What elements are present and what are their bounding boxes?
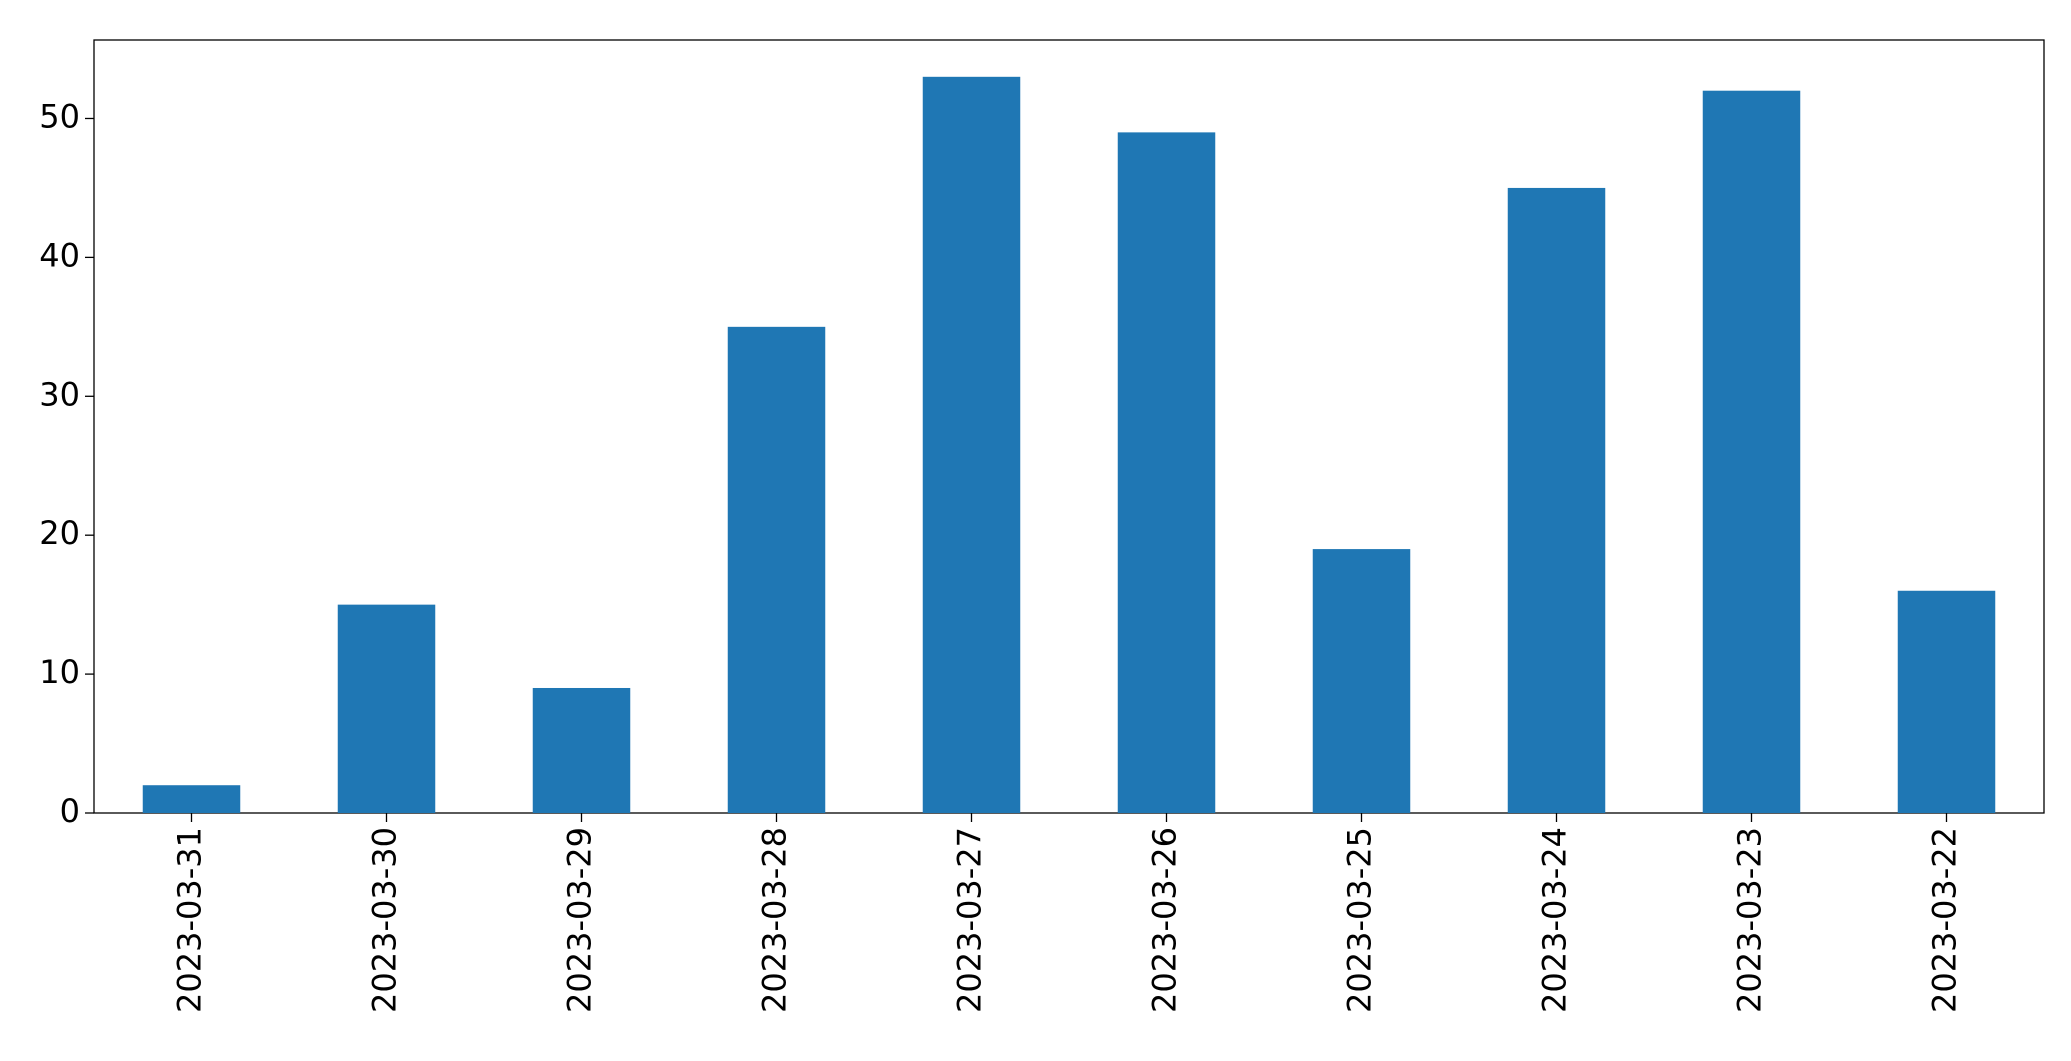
- bar: [727, 326, 826, 813]
- y-tick-label: 40: [39, 236, 80, 274]
- x-tick-label: 2023-03-27: [951, 827, 989, 1013]
- bar: [532, 687, 631, 813]
- x-tick-label: 2023-03-26: [1146, 827, 1184, 1013]
- y-tick-label: 0: [60, 792, 80, 830]
- x-tick-label: 2023-03-23: [1731, 827, 1769, 1013]
- bar: [1312, 549, 1411, 813]
- x-tick-label: 2023-03-31: [171, 827, 209, 1013]
- x-tick-label: 2023-03-30: [366, 827, 404, 1013]
- bar: [1117, 132, 1216, 813]
- bar: [1897, 590, 1996, 813]
- x-tick-label: 2023-03-24: [1536, 827, 1574, 1013]
- x-tick-label: 2023-03-29: [561, 827, 599, 1013]
- y-tick-label: 50: [39, 97, 80, 135]
- plot-frame: [93, 39, 2045, 814]
- bar: [1507, 187, 1606, 813]
- y-tick-label: 30: [39, 375, 80, 413]
- x-tick-label: 2023-03-28: [756, 827, 794, 1013]
- x-tick-label: 2023-03-22: [1926, 827, 1964, 1013]
- y-tick-label: 10: [39, 653, 80, 691]
- bar: [337, 604, 436, 813]
- bar: [142, 785, 241, 813]
- bar: [922, 76, 1021, 814]
- y-tick-label: 20: [39, 514, 80, 552]
- bar: [1702, 90, 1801, 814]
- x-tick-label: 2023-03-25: [1341, 827, 1379, 1013]
